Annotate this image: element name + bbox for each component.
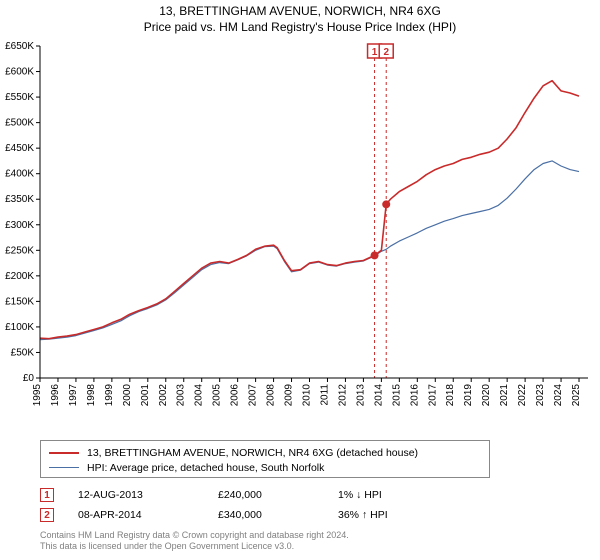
svg-text:1: 1	[372, 47, 378, 58]
svg-text:£550K: £550K	[5, 92, 34, 103]
svg-text:£0: £0	[23, 373, 35, 384]
svg-text:2023: 2023	[535, 384, 546, 407]
title-line2: Price paid vs. HM Land Registry's House …	[0, 20, 600, 34]
svg-text:1999: 1999	[104, 384, 115, 407]
svg-text:2002: 2002	[158, 384, 169, 407]
copyright-line1: Contains HM Land Registry data © Crown c…	[40, 530, 349, 541]
legend-swatch-property	[49, 452, 79, 454]
svg-text:2018: 2018	[445, 384, 456, 407]
svg-text:£50K: £50K	[11, 347, 35, 358]
svg-text:2022: 2022	[517, 384, 528, 407]
legend-row-property: 13, BRETTINGHAM AVENUE, NORWICH, NR4 6XG…	[49, 445, 481, 460]
tx-row-1: 1 12-AUG-2013 £240,000 1% ↓ HPI	[40, 485, 478, 505]
svg-text:2009: 2009	[284, 384, 295, 407]
legend-swatch-hpi	[49, 467, 79, 468]
tx-date-2: 08-APR-2014	[78, 509, 218, 521]
title-line1: 13, BRETTINGHAM AVENUE, NORWICH, NR4 6XG	[0, 4, 600, 18]
tx-change-2: 36% ↑ HPI	[338, 509, 478, 521]
svg-text:£600K: £600K	[5, 67, 34, 78]
chart-container: 13, BRETTINGHAM AVENUE, NORWICH, NR4 6XG…	[0, 0, 600, 560]
svg-text:£300K: £300K	[5, 220, 34, 231]
svg-text:2005: 2005	[212, 384, 223, 407]
svg-text:2024: 2024	[553, 384, 564, 407]
tx-marker-2: 2	[40, 508, 54, 522]
svg-text:2008: 2008	[266, 384, 277, 407]
legend-row-hpi: HPI: Average price, detached house, Sout…	[49, 460, 481, 475]
svg-text:£150K: £150K	[5, 296, 34, 307]
svg-text:2000: 2000	[122, 384, 133, 407]
svg-text:2006: 2006	[230, 384, 241, 407]
svg-text:£400K: £400K	[5, 169, 34, 180]
svg-text:1996: 1996	[50, 384, 61, 407]
arrow-up-icon: ↑	[362, 509, 370, 521]
svg-text:£450K: £450K	[5, 143, 34, 154]
tx-marker-1: 1	[40, 488, 54, 502]
transactions-block: 1 12-AUG-2013 £240,000 1% ↓ HPI 2 08-APR…	[40, 485, 478, 525]
legend-label-property: 13, BRETTINGHAM AVENUE, NORWICH, NR4 6XG…	[87, 447, 418, 459]
svg-text:2001: 2001	[140, 384, 151, 407]
svg-text:2013: 2013	[355, 384, 366, 407]
tx-price-1: £240,000	[218, 489, 338, 501]
svg-text:£500K: £500K	[5, 118, 34, 129]
copyright-block: Contains HM Land Registry data © Crown c…	[40, 530, 349, 553]
svg-text:2014: 2014	[373, 384, 384, 407]
svg-text:£250K: £250K	[5, 245, 34, 256]
svg-text:2020: 2020	[481, 384, 492, 407]
tx-price-2: £340,000	[218, 509, 338, 521]
tx-date-1: 12-AUG-2013	[78, 489, 218, 501]
svg-text:£200K: £200K	[5, 271, 34, 282]
svg-text:£650K: £650K	[5, 41, 34, 52]
svg-text:2025: 2025	[571, 384, 582, 407]
legend-box: 13, BRETTINGHAM AVENUE, NORWICH, NR4 6XG…	[40, 440, 490, 478]
svg-text:1995: 1995	[32, 384, 43, 407]
chart-area: £0£50K£100K£150K£200K£250K£300K£350K£400…	[40, 46, 588, 404]
svg-text:2011: 2011	[319, 384, 330, 406]
svg-text:2021: 2021	[499, 384, 510, 407]
svg-text:1997: 1997	[68, 384, 79, 407]
svg-text:2: 2	[383, 47, 389, 58]
svg-text:£100K: £100K	[5, 322, 34, 333]
svg-text:2016: 2016	[409, 384, 420, 407]
svg-text:2015: 2015	[391, 384, 402, 407]
tx-change-1: 1% ↓ HPI	[338, 489, 478, 501]
svg-text:2017: 2017	[427, 384, 438, 407]
svg-text:2019: 2019	[463, 384, 474, 407]
tx-row-2: 2 08-APR-2014 £340,000 36% ↑ HPI	[40, 505, 478, 525]
title-block: 13, BRETTINGHAM AVENUE, NORWICH, NR4 6XG…	[0, 0, 600, 34]
svg-text:2003: 2003	[176, 384, 187, 407]
svg-text:1998: 1998	[86, 384, 97, 407]
svg-text:2007: 2007	[248, 384, 259, 407]
chart-svg: £0£50K£100K£150K£200K£250K£300K£350K£400…	[40, 46, 588, 404]
svg-text:£350K: £350K	[5, 194, 34, 205]
legend-label-hpi: HPI: Average price, detached house, Sout…	[87, 462, 324, 474]
svg-text:2004: 2004	[194, 384, 205, 407]
svg-text:2012: 2012	[337, 384, 348, 407]
svg-text:2010: 2010	[302, 384, 313, 407]
copyright-line2: This data is licensed under the Open Gov…	[40, 541, 349, 552]
